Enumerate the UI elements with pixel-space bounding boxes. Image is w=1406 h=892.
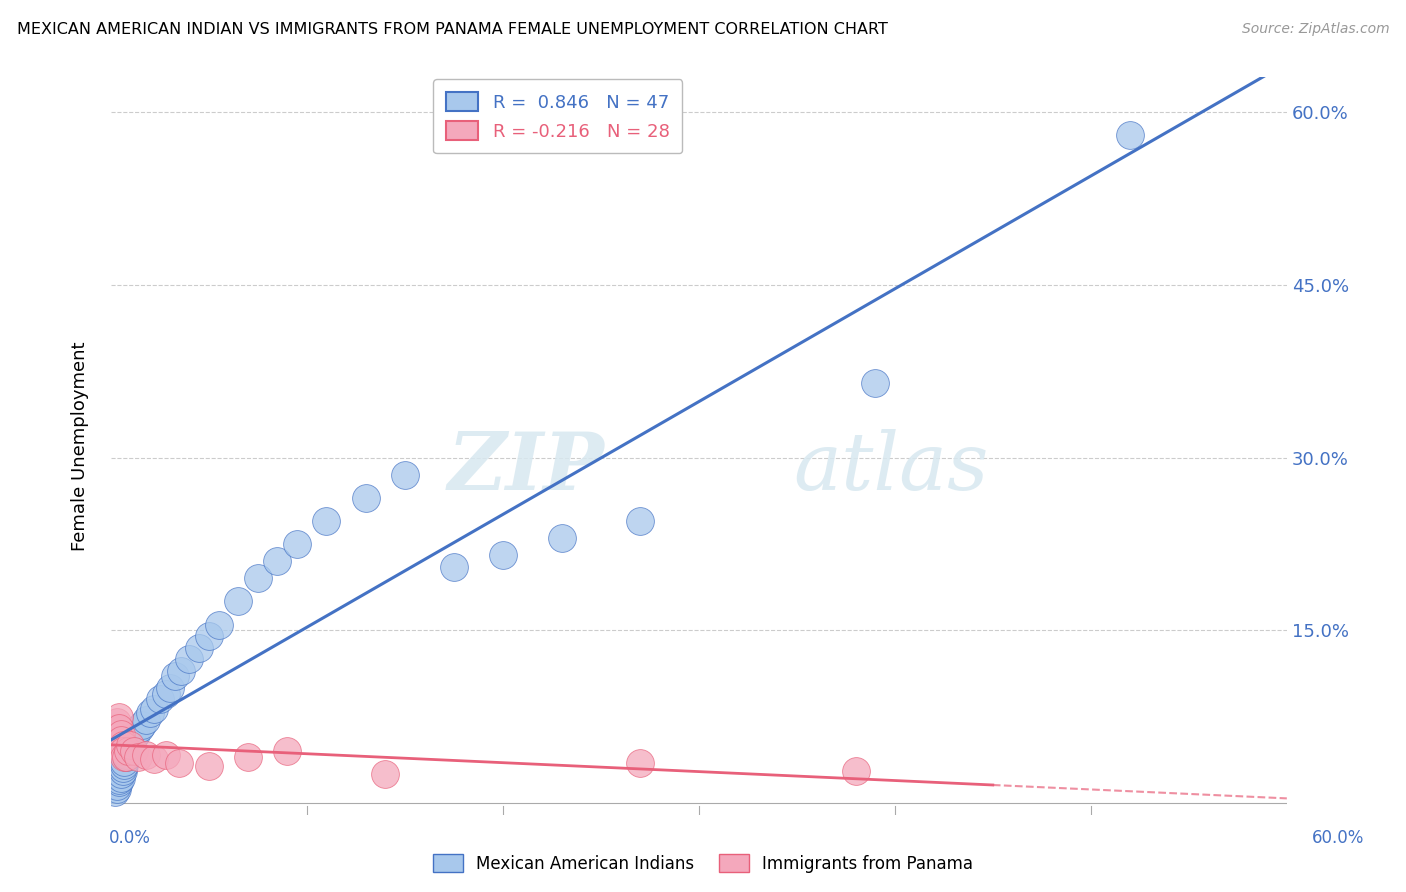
Point bbox=[110, 771, 132, 785]
Point bbox=[115, 747, 138, 762]
Point bbox=[101, 727, 124, 741]
Point bbox=[120, 739, 142, 753]
Point bbox=[105, 715, 128, 730]
Point bbox=[628, 756, 651, 770]
Point bbox=[135, 747, 157, 762]
Point bbox=[107, 721, 129, 735]
Point bbox=[120, 735, 142, 749]
Legend: Mexican American Indians, Immigrants from Panama: Mexican American Indians, Immigrants fro… bbox=[426, 847, 980, 880]
Point bbox=[266, 554, 288, 568]
Point bbox=[105, 782, 128, 797]
Text: Source: ZipAtlas.com: Source: ZipAtlas.com bbox=[1241, 22, 1389, 37]
Point bbox=[120, 739, 142, 753]
Legend: R =  0.846   N = 47, R = -0.216   N = 28: R = 0.846 N = 47, R = -0.216 N = 28 bbox=[433, 79, 682, 153]
Point bbox=[107, 709, 129, 723]
Point bbox=[107, 772, 129, 787]
Point bbox=[169, 756, 191, 770]
Point bbox=[110, 767, 132, 781]
Text: 60.0%: 60.0% bbox=[1312, 829, 1365, 847]
Point bbox=[110, 732, 132, 747]
Point bbox=[135, 713, 157, 727]
Point bbox=[114, 758, 136, 772]
Text: ZIP: ZIP bbox=[449, 429, 605, 507]
Point bbox=[127, 750, 149, 764]
Point bbox=[159, 681, 181, 695]
Point bbox=[117, 744, 139, 758]
Point bbox=[550, 531, 572, 545]
Point bbox=[226, 594, 249, 608]
Point bbox=[111, 764, 134, 778]
Point bbox=[124, 744, 146, 758]
Point bbox=[276, 744, 298, 758]
Point bbox=[197, 629, 219, 643]
Point bbox=[121, 732, 143, 747]
Point bbox=[165, 669, 187, 683]
Point bbox=[179, 652, 201, 666]
Point bbox=[105, 721, 128, 735]
Point bbox=[142, 701, 165, 715]
Point bbox=[863, 376, 886, 390]
Point bbox=[142, 752, 165, 766]
Point bbox=[115, 750, 138, 764]
Point bbox=[374, 767, 396, 781]
Text: MEXICAN AMERICAN INDIAN VS IMMIGRANTS FROM PANAMA FEMALE UNEMPLOYMENT CORRELATIO: MEXICAN AMERICAN INDIAN VS IMMIGRANTS FR… bbox=[17, 22, 887, 37]
Point bbox=[443, 560, 465, 574]
Point bbox=[246, 571, 269, 585]
Point bbox=[197, 759, 219, 773]
Point bbox=[236, 750, 259, 764]
Point bbox=[107, 775, 129, 789]
Point bbox=[155, 747, 177, 762]
Point bbox=[125, 727, 148, 741]
Point bbox=[1119, 128, 1142, 142]
Point bbox=[139, 706, 162, 721]
Point bbox=[628, 514, 651, 528]
Text: atlas: atlas bbox=[793, 429, 988, 507]
Text: 0.0%: 0.0% bbox=[108, 829, 150, 847]
Point bbox=[845, 764, 868, 778]
Point bbox=[285, 537, 308, 551]
Point bbox=[117, 740, 139, 755]
Point bbox=[114, 755, 136, 769]
Point bbox=[394, 467, 416, 482]
Point bbox=[129, 721, 152, 735]
Point bbox=[492, 549, 515, 563]
Point bbox=[131, 717, 153, 731]
Point bbox=[111, 762, 134, 776]
Point bbox=[117, 744, 139, 758]
Point bbox=[104, 784, 127, 798]
Point bbox=[110, 727, 132, 741]
Point bbox=[354, 491, 377, 505]
Point bbox=[115, 750, 138, 764]
Point bbox=[188, 640, 211, 655]
Point bbox=[155, 687, 177, 701]
Point bbox=[170, 664, 193, 678]
Point bbox=[104, 732, 127, 747]
Point bbox=[111, 744, 134, 758]
Point bbox=[124, 729, 146, 743]
Point bbox=[101, 739, 124, 753]
Point bbox=[315, 514, 337, 528]
Point bbox=[207, 617, 229, 632]
Point bbox=[149, 692, 172, 706]
Y-axis label: Female Unemployment: Female Unemployment bbox=[72, 342, 89, 550]
Point bbox=[111, 739, 134, 753]
Point bbox=[104, 739, 127, 753]
Point bbox=[105, 779, 128, 793]
Point bbox=[114, 750, 136, 764]
